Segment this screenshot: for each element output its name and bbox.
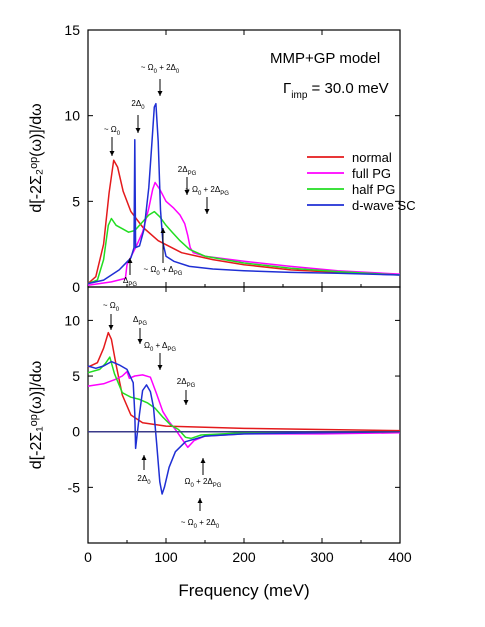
top-series-normal	[87, 159, 401, 285]
bottom-panel: 0 100 200 300 400 -5 0 5 10 ~ Ω0 ΔPG Ω0 + ΔPG 2ΔPG 2…	[28, 286, 412, 600]
model-label: MMP+GP model	[270, 50, 380, 67]
top-annotation-arrowhead	[109, 151, 115, 156]
top-y-axis-title: d[-2Σ₂ᵒᵖ(ω)]/dω	[28, 103, 45, 212]
top-series-d-wave-sc	[87, 102, 401, 285]
x-axis-title: Frequency (meV)	[178, 581, 309, 600]
top-annotation-label: ~ Ω0 + 2ΔPG	[185, 185, 229, 197]
bottom-annotation-arrowhead	[157, 365, 163, 370]
legend-label: normal	[352, 150, 392, 165]
x-tick-label: 200	[232, 549, 256, 565]
top-series-lines	[87, 102, 401, 287]
top-annotation-arrowhead	[204, 209, 210, 214]
bottom-annotation-arrowhead	[197, 498, 203, 503]
bottom-annotation-arrowhead	[108, 325, 114, 330]
bottom-axis-ticks: 0 100 200 300 400 -5 0 5 10	[64, 287, 412, 565]
gamma-symbol: Γ	[283, 80, 291, 97]
bottom-annotation-label: ~ Ω0 + 2Δ0	[181, 518, 220, 530]
bottom-y-tick-label: -5	[68, 479, 81, 495]
bottom-series-half-pg	[87, 356, 401, 440]
bottom-y-tick-label: 0	[72, 424, 80, 440]
top-annotation-arrowhead	[160, 228, 166, 233]
top-annotation-arrowhead	[135, 128, 141, 133]
top-panel: 0 5 10 15 ~ Ω0 2Δ0 ~ Ω0 + 2Δ0 2ΔPG ~ Ω0 + 2ΔPG Δ…	[28, 22, 416, 295]
top-annotation-arrowhead	[127, 258, 133, 263]
bottom-annotation-arrowhead	[183, 400, 189, 405]
gamma-subscript: imp	[291, 90, 308, 101]
x-tick-label: 400	[388, 549, 412, 565]
bottom-annotations: ~ Ω0 ΔPG Ω0 + ΔPG 2ΔPG 2Δ0 Ω0 + 2ΔPG ~ Ω0 + 2Δ…	[103, 301, 222, 530]
top-annotation-label: ~ Ω0	[104, 125, 121, 137]
bottom-annotation-label: 2Δ0	[137, 474, 151, 486]
x-tick-label: 300	[310, 549, 334, 565]
top-annotation-label: 2Δ0	[131, 99, 145, 111]
top-annotation-label: 2ΔPG	[178, 165, 197, 177]
legend-label: full PG	[352, 166, 391, 181]
bottom-annotation-label: 2ΔPG	[177, 377, 196, 389]
top-annotation-arrowhead	[157, 91, 163, 96]
x-tick-label: 0	[84, 549, 92, 565]
bottom-annotation-arrowhead	[141, 455, 147, 460]
bottom-series-d-wave-sc	[87, 360, 401, 495]
top-series-half-pg	[87, 210, 401, 285]
top-annotation-label: ~ Ω0 + ΔPG	[144, 265, 183, 277]
bottom-annotation-label: Ω0 + ΔPG	[144, 341, 176, 353]
bottom-series-lines	[87, 331, 401, 495]
bottom-annotation-label: Ω0 + 2ΔPG	[185, 477, 222, 489]
x-tick-label: 100	[154, 549, 178, 565]
top-y-tick-label: 0	[72, 279, 80, 295]
bottom-annotation-label: ΔPG	[133, 315, 147, 327]
bottom-annotation-arrowhead	[137, 339, 143, 344]
legend-label: half PG	[352, 182, 395, 197]
bottom-annotation-arrowhead	[200, 458, 206, 463]
bottom-y-tick-label: 10	[64, 312, 80, 328]
top-annotation-label: ~ Ω0 + 2Δ0	[141, 63, 180, 75]
gamma-label: Γimp = 30.0 meV	[283, 80, 389, 101]
gamma-value: = 30.0 meV	[307, 80, 388, 97]
top-annotations: ~ Ω0 2Δ0 ~ Ω0 + 2Δ0 2ΔPG ~ Ω0 + 2ΔPG ΔPG ~ Ω0 …	[104, 63, 229, 288]
bottom-annotation-label: ~ Ω0	[103, 301, 120, 313]
bottom-y-tick-label: 5	[72, 368, 80, 384]
bottom-y-axis-title: d[-2Σ₁ᵒᵖ(ω)]/dω	[28, 361, 45, 469]
top-annotation-label: ΔPG	[123, 276, 137, 288]
top-annotation-arrowhead	[184, 190, 190, 195]
top-y-tick-label: 15	[64, 22, 80, 38]
legend-label: d-wave SC	[352, 198, 416, 213]
top-y-tick-label: 10	[64, 108, 80, 124]
bottom-series-normal	[87, 331, 401, 432]
top-y-tick-label: 5	[72, 193, 80, 209]
